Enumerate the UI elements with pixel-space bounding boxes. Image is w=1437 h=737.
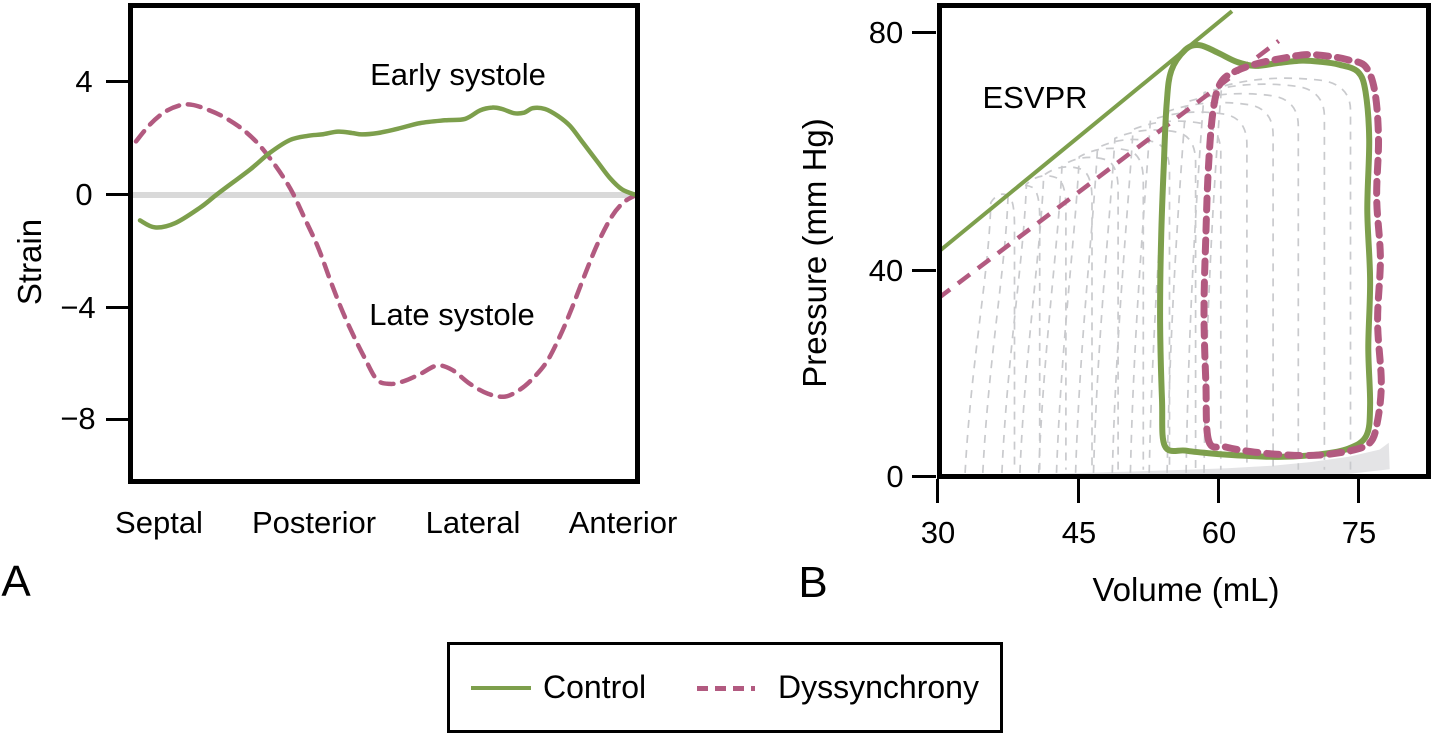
panel-b-letter: B — [798, 558, 828, 607]
strain-xcat-posterior: Posterior — [251, 505, 377, 540]
strain-ytick-mark-4 — [106, 80, 130, 83]
volume-xtick-label-75: 75 — [1341, 515, 1377, 550]
pressure-ytick-mark-40 — [912, 269, 936, 272]
pressure-ytick-label-80: 80 — [868, 15, 904, 50]
panel-a-letter: A — [1, 557, 31, 606]
pressure-ytick-mark-0 — [912, 475, 936, 478]
volume-axis-title: Volume (mL) — [1092, 571, 1280, 608]
volume-xtick-label-45: 45 — [1061, 515, 1097, 550]
strain-ytick-mark-neg4 — [106, 306, 130, 309]
strain-ytick-label-0: 0 — [75, 177, 93, 212]
pv-loop-plot-frame — [937, 3, 1431, 479]
strain-xcat-anterior: Anterior — [568, 505, 678, 540]
volume-xtick-label-60: 60 — [1201, 515, 1237, 550]
volume-xtick-mark-30 — [936, 479, 939, 503]
volume-xtick-label-30: 30 — [920, 515, 956, 550]
strain-xcat-septal: Septal — [115, 505, 203, 540]
figure-legend: Control Dyssynchrony — [447, 642, 1003, 733]
legend-label-control: Control — [543, 669, 647, 705]
strain-xcat-lateral: Lateral — [425, 505, 521, 540]
pressure-ytick-label-40: 40 — [868, 253, 904, 288]
strain-ytick-mark-neg8 — [106, 418, 130, 421]
strain-ytick-label-neg4: −4 — [60, 290, 96, 325]
dyssynchrony-line-swatch — [697, 686, 755, 691]
legend-label-dyssynchrony: Dyssynchrony — [778, 669, 979, 705]
pressure-ytick-label-0: 0 — [886, 459, 904, 494]
control-line-swatch — [471, 686, 531, 690]
volume-xtick-mark-60 — [1217, 479, 1220, 503]
strain-ytick-label-4: 4 — [75, 64, 93, 99]
volume-xtick-mark-75 — [1357, 479, 1360, 503]
strain-ytick-label-neg8: −8 — [60, 401, 96, 436]
pressure-axis-title: Pressure (mm Hg) — [796, 118, 833, 388]
pressure-ytick-mark-80 — [912, 31, 936, 34]
strain-axis-title: Strain — [11, 218, 48, 306]
volume-xtick-mark-45 — [1077, 479, 1080, 503]
strain-ytick-mark-0 — [106, 193, 130, 196]
esvpr-annotation: ESVPR — [982, 80, 1088, 115]
strain-plot-frame — [128, 3, 640, 484]
late-systole-annotation: Late systole — [369, 297, 535, 332]
early-systole-annotation: Early systole — [370, 57, 546, 92]
